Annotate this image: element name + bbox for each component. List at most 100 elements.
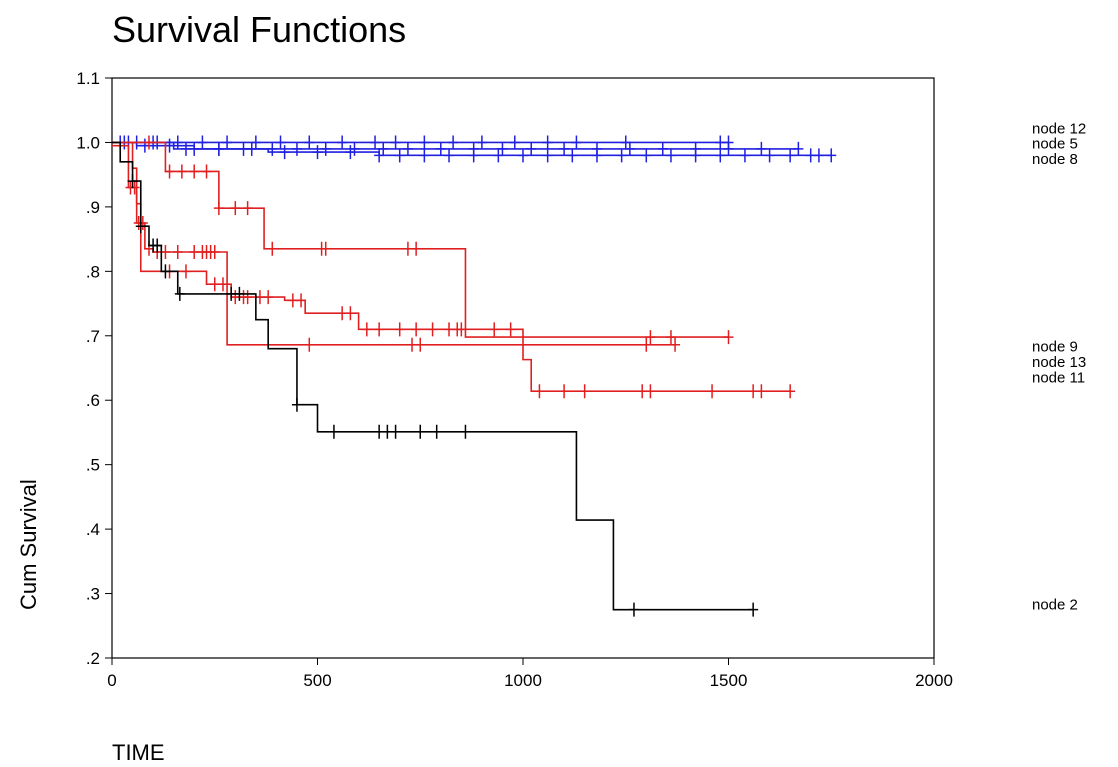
censor-mark: [657, 141, 668, 156]
censor-mark: [361, 322, 372, 337]
censor-mark: [304, 337, 315, 352]
censor-mark: [345, 306, 356, 321]
legend-entry: node 9: [1032, 339, 1078, 356]
censor-mark: [628, 602, 639, 617]
censor-mark: [756, 384, 767, 399]
censor-mark: [390, 135, 401, 150]
legend-entry: node 5: [1032, 136, 1078, 153]
censor-mark: [415, 337, 426, 352]
censor-mark: [213, 141, 224, 156]
censor-mark: [394, 148, 405, 163]
censor-mark: [180, 264, 191, 279]
censor-mark: [137, 216, 148, 230]
censor-mark: [739, 148, 750, 163]
censor-mark: [320, 241, 331, 256]
censor-mark: [143, 135, 154, 150]
x-axis-label: TIME: [112, 740, 165, 765]
censor-mark: [764, 148, 775, 163]
censor-mark: [201, 164, 212, 179]
legend-entry: node 2: [1032, 597, 1078, 614]
censor-mark: [419, 135, 430, 150]
legend-entry: node 13: [1032, 354, 1086, 371]
censor-mark: [394, 322, 405, 337]
censor-mark: [320, 141, 331, 156]
censor-mark: [620, 135, 631, 150]
censor-mark: [209, 245, 220, 259]
censor-mark: [641, 148, 652, 163]
censor-mark: [180, 141, 191, 156]
censor-mark: [542, 148, 553, 163]
censor-mark: [189, 164, 200, 179]
censor-mark: [559, 141, 570, 156]
censor-mark: [164, 164, 175, 179]
x-tick-label: 2000: [915, 671, 953, 690]
censor-mark: [402, 141, 413, 156]
censor-mark: [456, 322, 467, 337]
censor-mark: [411, 241, 422, 256]
censor-mark: [707, 384, 718, 399]
censor-mark: [493, 148, 504, 163]
censor-mark: [213, 201, 224, 216]
censor-mark: [152, 238, 163, 253]
y-tick-label: .7: [86, 327, 100, 346]
censor-mark: [129, 180, 140, 195]
censor-mark: [242, 290, 253, 305]
censor-mark: [793, 141, 804, 156]
censor-mark: [665, 148, 676, 163]
censor-mark: [135, 219, 146, 234]
censor-mark: [217, 277, 228, 292]
censor-mark: [127, 174, 138, 189]
censor-mark: [542, 135, 553, 150]
censor-mark: [263, 290, 274, 305]
chart-title: Survival Functions: [112, 9, 406, 50]
censor-mark: [174, 286, 185, 301]
censor-mark: [785, 384, 796, 399]
censor-mark: [197, 135, 208, 150]
censor-mark: [489, 322, 500, 337]
censor-mark: [296, 293, 307, 308]
y-axis-label: Cum Survival: [16, 479, 41, 610]
censor-mark: [267, 241, 278, 256]
censor-mark: [431, 424, 442, 439]
censor-mark: [509, 135, 520, 150]
x-tick-label: 1500: [710, 671, 748, 690]
censor-mark: [645, 330, 656, 345]
censor-mark: [390, 424, 401, 439]
censor-mark: [222, 135, 233, 150]
censor-mark: [497, 141, 508, 156]
censor-mark: [616, 148, 627, 163]
y-tick-label: .4: [86, 520, 100, 539]
censor-mark: [176, 164, 187, 179]
censor-mark: [328, 424, 339, 439]
censor-mark: [723, 141, 734, 156]
y-tick-label: .8: [86, 262, 100, 281]
y-tick-label: .9: [86, 198, 100, 217]
censor-mark: [715, 148, 726, 163]
censor-mark: [172, 245, 183, 259]
censor-mark: [567, 148, 578, 163]
censor-mark: [571, 135, 582, 150]
censor-mark: [291, 397, 302, 412]
censor-mark: [139, 138, 150, 153]
censor-mark: [624, 141, 635, 156]
censor-mark: [518, 148, 528, 163]
censor-mark: [345, 145, 356, 160]
censor-mark: [312, 145, 323, 160]
censor-mark: [304, 135, 315, 150]
legend-entry: node 8: [1032, 151, 1078, 168]
censor-mark: [419, 148, 430, 163]
censor-mark: [690, 148, 701, 163]
censor-mark: [160, 264, 171, 279]
censor-mark: [337, 135, 348, 150]
x-tick-label: 1000: [504, 671, 542, 690]
censor-mark: [370, 135, 381, 150]
y-tick-label: .2: [86, 649, 100, 668]
censor-mark: [641, 337, 652, 352]
censor-mark: [723, 330, 734, 345]
censor-mark: [526, 141, 537, 156]
censor-mark: [374, 148, 385, 163]
censor-mark: [291, 141, 302, 156]
censor-mark: [785, 148, 796, 163]
series-line-node-11: [112, 141, 791, 392]
